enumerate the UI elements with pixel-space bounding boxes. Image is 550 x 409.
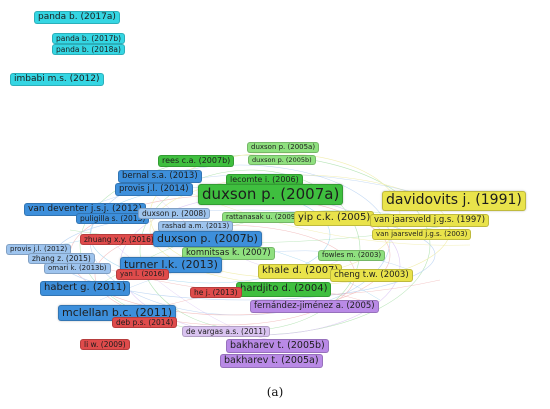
node-label[interactable]: he j. (2013) [190, 287, 242, 299]
node-label[interactable]: hardjito d. (2004) [236, 282, 332, 297]
node-label[interactable]: duxson p. (2005b) [248, 155, 316, 166]
node-label[interactable]: duxson p. (2007b) [153, 231, 262, 247]
node-label[interactable]: de vargas a.s. (2011) [182, 326, 270, 338]
node-label[interactable]: panda b. (2017a) [34, 11, 120, 25]
node-label[interactable]: duxson p. (2007a) [198, 184, 344, 205]
node-label[interactable]: cheng t.w. (2003) [330, 269, 413, 282]
node-label[interactable]: deb p.s. (2014) [112, 317, 178, 329]
node-label[interactable]: omari k. (2013b) [44, 263, 111, 274]
node-label[interactable]: habert g. (2011) [40, 281, 131, 296]
node-label[interactable]: fowles m. (2003) [318, 250, 386, 261]
node-label[interactable]: zhuang x.y. (2016) [80, 234, 158, 246]
node-label[interactable]: fernández-jiménez a. (2005) [250, 300, 379, 313]
node-label[interactable]: bakharev t. (2005a) [220, 354, 323, 368]
node-label[interactable]: duxson p. (2008) [138, 208, 211, 220]
node-label[interactable]: komnitsas k. (2007) [182, 247, 275, 260]
node-label[interactable]: rees c.a. (2007b) [158, 155, 235, 167]
node-label[interactable]: yan l. (2016) [116, 269, 169, 280]
node-label[interactable]: imbabi m.s. (2012) [10, 73, 104, 87]
node-label[interactable]: turner l.k. (2013) [120, 257, 222, 273]
node-label[interactable]: provis j.l. (2014) [115, 183, 193, 196]
node-label[interactable]: rattanasak u. (2009) [222, 212, 303, 223]
node-label[interactable]: van jaarsveld j.g.s. (1997) [370, 214, 490, 227]
node-label[interactable]: yip c.k. (2005) [294, 211, 375, 226]
node-label[interactable]: panda b. (2017b) [52, 33, 126, 45]
node-label[interactable]: li w. (2009) [80, 339, 130, 351]
node-label[interactable]: panda b. (2018a) [52, 44, 125, 56]
node-label[interactable]: duxson p. (2005a) [247, 142, 320, 153]
node-label[interactable]: davidovits j. (1991) [382, 191, 526, 211]
node-label[interactable]: van jaarsveld j.g.s. (2003) [372, 229, 472, 240]
figure-caption: (a) [266, 385, 284, 399]
node-label[interactable]: bakharev t. (2005b) [226, 339, 329, 353]
node-label[interactable]: bernal s.a. (2013) [118, 170, 202, 183]
